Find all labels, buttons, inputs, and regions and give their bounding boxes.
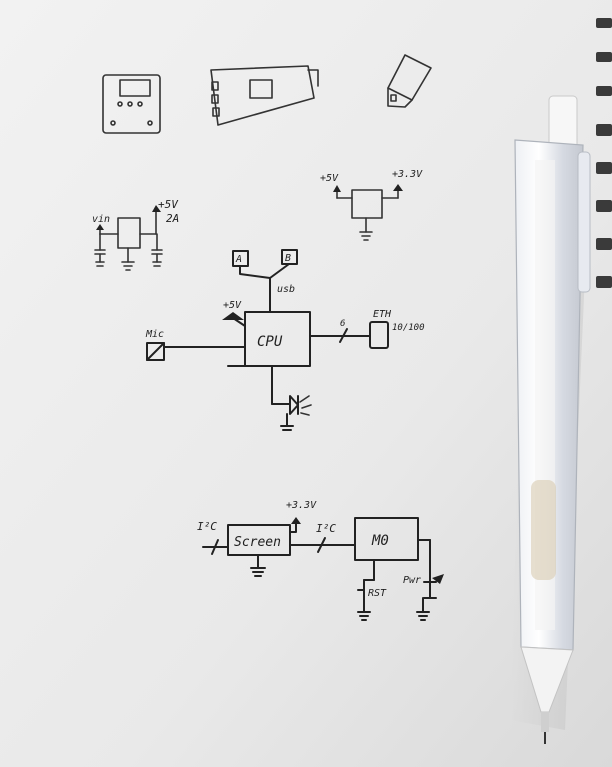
bus-width-label: 6: [340, 319, 345, 329]
spiral-binding: [596, 18, 612, 288]
regulator-5v-left: vin +5V 2A: [92, 198, 179, 271]
device-sketch-stick: [387, 54, 432, 108]
device-sketch-board: [210, 65, 319, 126]
screen-label: Screen: [234, 535, 281, 550]
current-2a-label: 2A: [166, 212, 179, 225]
eth-label: ETH: [373, 309, 392, 320]
pwr-label: Pwr: [403, 575, 421, 586]
connector-a-label: A: [235, 254, 242, 265]
mechanical-pencil: [510, 95, 591, 744]
rst-label: RST: [368, 588, 387, 599]
regulator-3v3-right: +5V +3.3V: [320, 169, 423, 241]
cpu-label: CPU: [257, 334, 283, 350]
i2c-left-label: I²C: [197, 520, 217, 533]
mcu-label: M0: [371, 533, 389, 549]
plus5v-left-label: +5V: [158, 198, 179, 211]
plus3v3-screen-label: +3.3V: [286, 500, 317, 511]
cpu-block: A B usb +5V CPU Mic ETH 10/100 6: [145, 249, 425, 431]
usb-label: usb: [277, 284, 295, 295]
vin-label: vin: [92, 214, 110, 225]
plus5v-cpu-label: +5V: [223, 300, 242, 311]
device-sketch-handheld: [102, 74, 161, 134]
i2c-right-label: I²C: [316, 522, 336, 535]
plus5v-right-label: +5V: [320, 173, 339, 184]
eth-speed-label: 10/100: [392, 323, 425, 333]
mic-label: Mic: [145, 329, 164, 340]
screen-mcu-block: I²C Screen +3.3V I²C M0 RST Pwr: [197, 500, 444, 621]
connector-b-label: B: [285, 253, 291, 264]
plus3v3-right-label: +3.3V: [392, 169, 423, 180]
